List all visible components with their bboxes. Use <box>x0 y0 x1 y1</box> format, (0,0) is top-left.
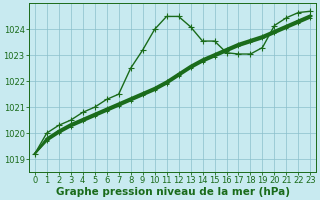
X-axis label: Graphe pression niveau de la mer (hPa): Graphe pression niveau de la mer (hPa) <box>56 187 290 197</box>
